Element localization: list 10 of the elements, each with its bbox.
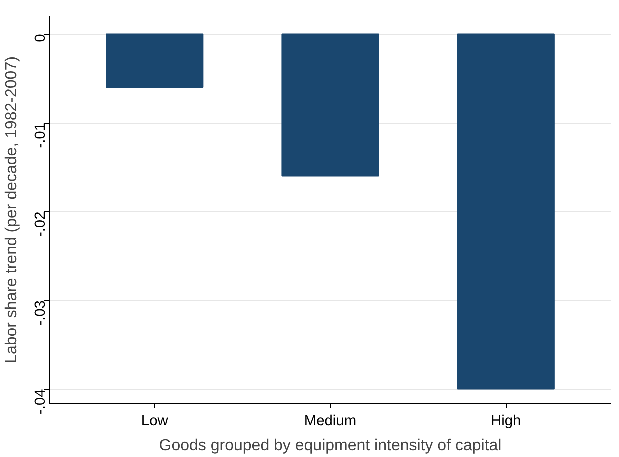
x-tick-label: Low <box>141 414 169 430</box>
y-tick-label: -.04 <box>33 389 49 415</box>
y-tick-label: -.01 <box>33 123 49 148</box>
y-tick-label: -.02 <box>33 212 49 238</box>
x-axis-title: Goods grouped by equipment intensity of capital <box>159 438 502 454</box>
y-axis-title: Labor share trend (per decade, 1982-2007) <box>4 56 20 364</box>
y-tick-label: -.03 <box>33 300 49 326</box>
y-tick-label: 0 <box>33 34 49 42</box>
x-tick-label: Medium <box>304 414 357 430</box>
x-tick-label: High <box>491 414 522 430</box>
